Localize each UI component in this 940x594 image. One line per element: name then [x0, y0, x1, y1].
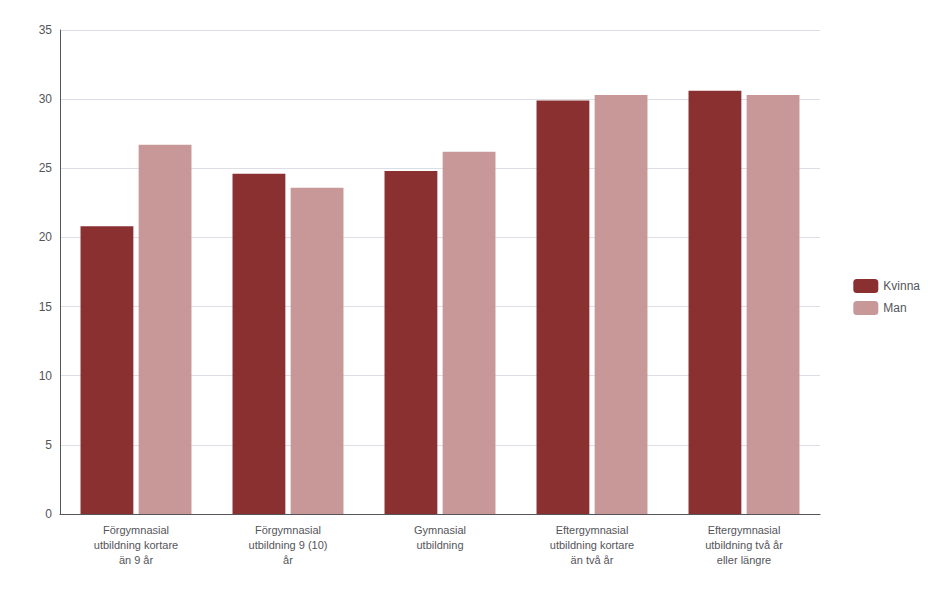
- svg-text:utbildning kortare: utbildning kortare: [94, 539, 178, 551]
- svg-text:eller längre: eller längre: [717, 554, 771, 566]
- svg-text:Förgymnasial: Förgymnasial: [103, 524, 169, 536]
- svg-text:Eftergymnasial: Eftergymnasial: [708, 524, 781, 536]
- svg-text:Kvinna: Kvinna: [883, 279, 920, 293]
- svg-text:Eftergymnasial: Eftergymnasial: [556, 524, 629, 536]
- svg-text:0: 0: [45, 507, 52, 521]
- svg-text:20: 20: [39, 230, 53, 244]
- svg-text:utbildning 9 (10): utbildning 9 (10): [249, 539, 328, 551]
- svg-text:utbildning kortare: utbildning kortare: [550, 539, 634, 551]
- svg-text:år: år: [283, 554, 293, 566]
- svg-text:Förgymnasial: Förgymnasial: [255, 524, 321, 536]
- svg-text:15: 15: [39, 300, 53, 314]
- svg-text:än två år: än två år: [571, 554, 614, 566]
- svg-text:35: 35: [39, 23, 53, 37]
- svg-text:30: 30: [39, 92, 53, 106]
- svg-text:25: 25: [39, 161, 53, 175]
- svg-text:utbildning två år: utbildning två år: [705, 539, 783, 551]
- svg-text:Gymnasial: Gymnasial: [414, 524, 466, 536]
- svg-text:utbildning: utbildning: [416, 539, 463, 551]
- svg-text:än 9 år: än 9 år: [119, 554, 154, 566]
- svg-text:5: 5: [45, 438, 52, 452]
- svg-text:Man: Man: [883, 301, 906, 315]
- svg-text:10: 10: [39, 369, 53, 383]
